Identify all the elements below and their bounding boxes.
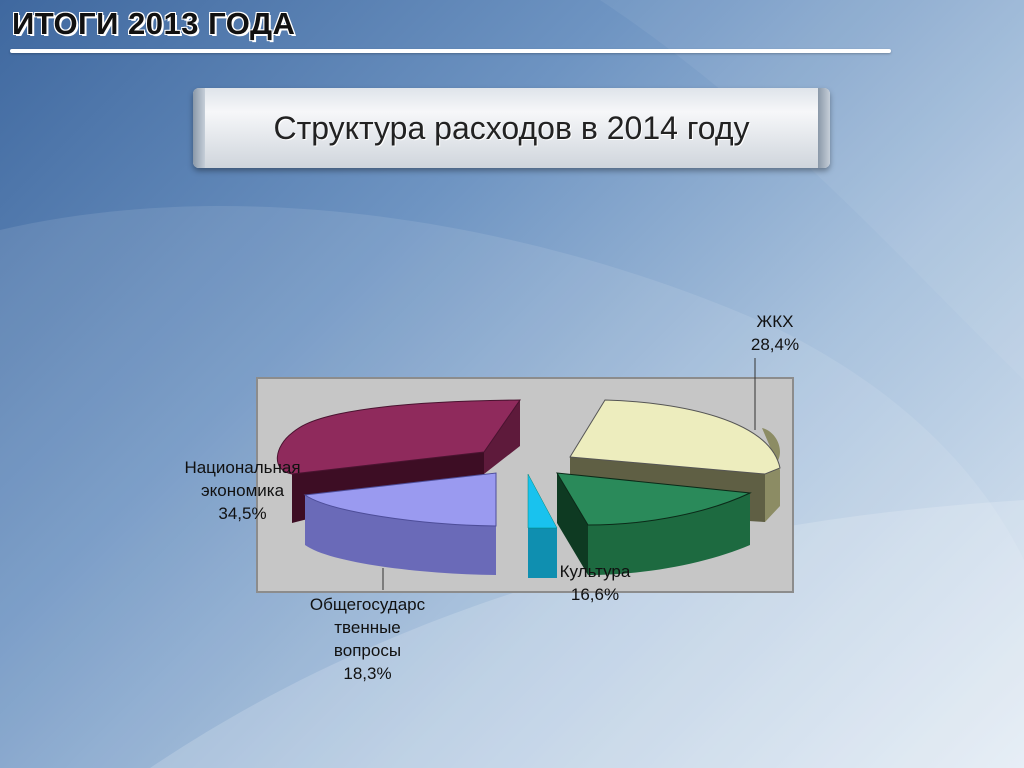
label-nacek-line1: Национальная bbox=[184, 458, 301, 477]
subtitle-text: Структура расходов в 2014 году bbox=[273, 109, 750, 146]
label-obshch-line3: вопросы bbox=[333, 641, 402, 660]
pie-slice-small bbox=[527, 473, 558, 578]
label-zhkh-value: 28,4% bbox=[750, 335, 800, 354]
label-obshch-value: 18,3% bbox=[343, 664, 392, 683]
label-obshch-line2: твенные bbox=[334, 618, 401, 637]
label-obshch: Общегосударс твенные вопросы 18,3% bbox=[285, 593, 450, 685]
label-nacek-line2: экономика bbox=[200, 481, 285, 500]
title-underline bbox=[10, 49, 891, 53]
subtitle-banner: Структура расходов в 2014 году bbox=[193, 88, 830, 168]
label-kultura: Культура 16,6% bbox=[535, 560, 655, 606]
pie-slice-obshch bbox=[303, 472, 497, 575]
label-kultura-name: Культура bbox=[559, 562, 631, 581]
label-zhkh: ЖКХ 28,4% bbox=[735, 310, 815, 356]
label-nacek: Национальная экономика 34,5% bbox=[160, 456, 325, 525]
label-nacek-value: 34,5% bbox=[218, 504, 267, 523]
slide-title: ИТОГИ 2013 ГОДА bbox=[12, 6, 296, 41]
label-zhkh-name: ЖКХ bbox=[756, 312, 794, 331]
label-kultura-value: 16,6% bbox=[570, 585, 620, 604]
pie-slice-kultura bbox=[556, 472, 752, 575]
label-obshch-line1: Общегосударс bbox=[309, 595, 426, 614]
